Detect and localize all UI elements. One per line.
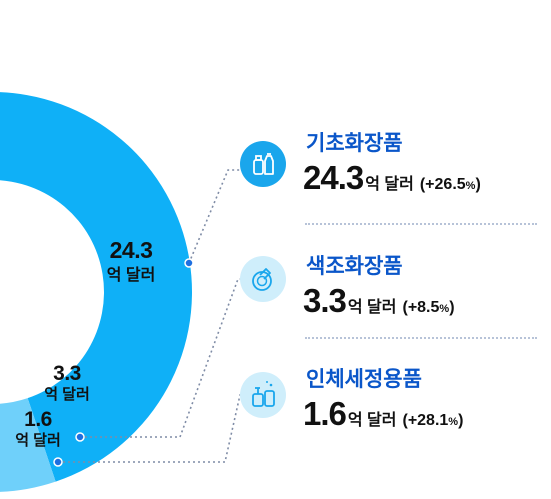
slice-makeup: [0, 398, 56, 492]
legend-item-skincare: 기초화장품 24.3 억 달러 (+26.5%): [240, 127, 540, 217]
legend-change-value-bodywash: (+28.1: [402, 412, 449, 429]
slice-value-skincare: 24.3: [109, 237, 153, 263]
legend-number-skincare: 24.3: [303, 159, 364, 196]
leader-makeup-dot: [75, 432, 85, 442]
legend-number-makeup: 3.3: [303, 282, 347, 319]
legend-value-bodywash: 1.6 억 달러 (+28.1%): [303, 395, 463, 433]
legend-value-skincare: 24.3 억 달러 (+26.5%): [303, 159, 481, 197]
slice-label-skincare: 24.3 억 달러: [96, 238, 166, 285]
legend-item-makeup: 색조화장품 3.3 억 달러 (+8.5%): [240, 250, 540, 340]
slice-unit-makeup: 억 달러: [44, 386, 90, 404]
legend-name-makeup: 색조화장품: [306, 255, 403, 278]
legend-change-makeup: (+8.5%): [402, 299, 454, 316]
legend-item-bodywash: 인체세정용품 1.6 억 달러 (+28.1%): [240, 363, 540, 453]
slice-label-bodywash: 1.6 억 달러: [10, 408, 66, 450]
legend-change-pct-makeup: %: [439, 303, 450, 315]
slice-unit-bodywash: 억 달러: [15, 432, 61, 450]
legend-unit-makeup: 억 달러: [347, 299, 397, 316]
slice-skincare: [0, 92, 192, 482]
leader-skincare-dot: [184, 258, 194, 268]
legend-change-bodywash: (+28.1%): [402, 412, 463, 429]
legend-unit-bodywash: 억 달러: [347, 412, 397, 429]
legend-name-bodywash: 인체세정용품: [306, 368, 422, 391]
legend-unit-skincare: 억 달러: [365, 176, 414, 193]
skincare-bottles-icon: [240, 141, 286, 187]
leader-skincare: [188, 169, 244, 264]
makeup-compact-icon: [240, 256, 286, 302]
legend-value-makeup: 3.3 억 달러 (+8.5%): [303, 282, 455, 320]
body-wash-bottles-icon: [240, 372, 286, 418]
slice-value-makeup: 3.3: [53, 362, 81, 385]
slice-unit-skincare: 억 달러: [106, 267, 156, 285]
legend-change-close-makeup: ): [449, 299, 455, 316]
leader-bodywash-dot: [53, 457, 63, 467]
legend-change-close-skincare: ): [475, 176, 481, 193]
legend-number-bodywash: 1.6: [303, 395, 347, 432]
legend-change-value-skincare: (+26.5: [419, 176, 466, 193]
legend-change-pct-skincare: %: [465, 180, 476, 192]
legend-name-skincare: 기초화장품: [306, 132, 403, 155]
leader-bodywash: [58, 394, 244, 463]
divider-2: [305, 337, 537, 339]
divider-1: [305, 223, 537, 225]
legend-change-pct-bodywash: %: [448, 416, 459, 428]
legend-change-skincare: (+26.5%): [420, 176, 481, 193]
slice-value-bodywash: 1.6: [24, 408, 52, 431]
legend-change-value-makeup: (+8.5: [402, 299, 440, 316]
legend-change-close-bodywash: ): [458, 412, 464, 429]
slice-label-makeup: 3.3 억 달러: [38, 362, 96, 404]
